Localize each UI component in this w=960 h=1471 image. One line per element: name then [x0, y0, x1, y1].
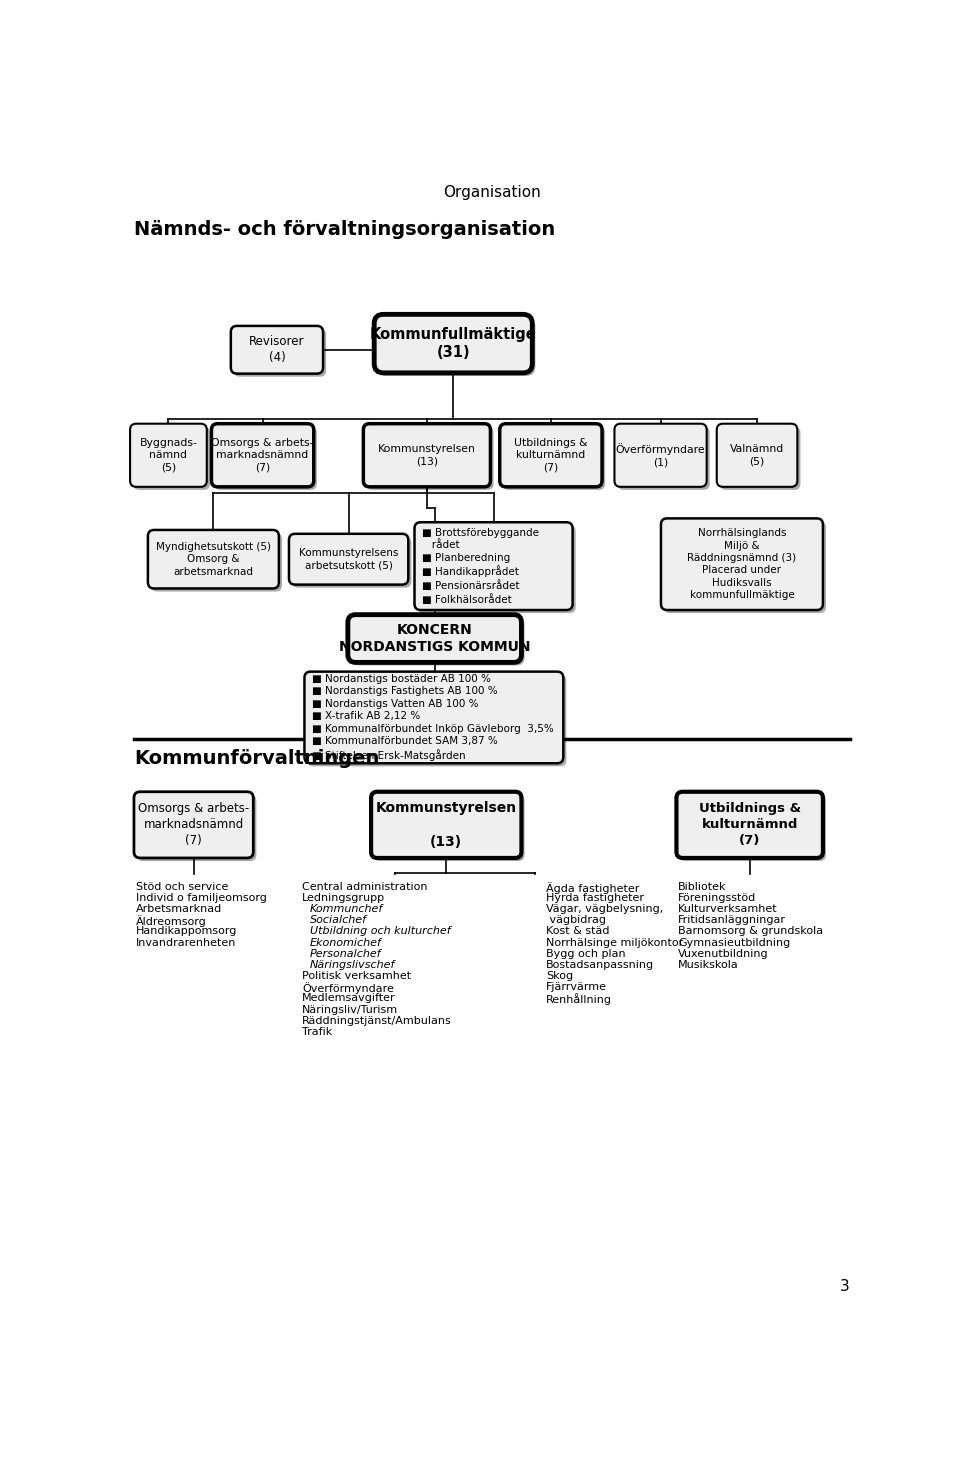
Text: Omsorgs & arbets-
marknadsnämnd
(7): Omsorgs & arbets- marknadsnämnd (7) — [211, 438, 314, 472]
FancyBboxPatch shape — [151, 533, 282, 591]
Text: Byggnads-
nämnd
(5): Byggnads- nämnd (5) — [139, 438, 198, 472]
Text: Personalchef: Personalchef — [310, 949, 381, 959]
Text: Utbildnings &
kulturnämnd
(7): Utbildnings & kulturnämnd (7) — [515, 438, 588, 472]
FancyBboxPatch shape — [307, 675, 566, 766]
FancyBboxPatch shape — [418, 525, 576, 613]
Text: Valnämnd
(5): Valnämnd (5) — [730, 444, 784, 466]
Text: Myndighetsutskott (5)
Omsorg &
arbetsmarknad: Myndighetsutskott (5) Omsorg & arbetsmar… — [156, 541, 271, 577]
Text: Politisk verksamhet: Politisk verksamhet — [302, 971, 411, 981]
FancyBboxPatch shape — [664, 522, 826, 613]
FancyBboxPatch shape — [720, 427, 801, 490]
Text: Utbildnings &
kulturnämnd
(7): Utbildnings & kulturnämnd (7) — [699, 802, 801, 847]
FancyBboxPatch shape — [500, 424, 602, 487]
Text: Fritidsanläggningar: Fritidsanläggningar — [678, 915, 786, 925]
Text: Ledningsgrupp: Ledningsgrupp — [302, 893, 385, 903]
FancyBboxPatch shape — [211, 424, 314, 487]
Text: Räddningstjänst/Ambulans: Räddningstjänst/Ambulans — [302, 1016, 452, 1025]
Text: Hyrda fastigheter: Hyrda fastigheter — [546, 893, 644, 903]
Text: Vägar, vägbelysning,: Vägar, vägbelysning, — [546, 905, 663, 913]
FancyBboxPatch shape — [292, 537, 412, 588]
FancyBboxPatch shape — [234, 330, 326, 377]
Text: Överförmyndare: Överförmyndare — [302, 983, 394, 994]
Text: Kommunchef: Kommunchef — [310, 905, 383, 913]
Text: Kommunstyrelsen

(13): Kommunstyrelsen (13) — [375, 800, 516, 849]
Text: Stöd och service: Stöd och service — [135, 881, 228, 891]
Text: ■ Brottsförebyggande
   rådet
■ Planberedning
■ Handikapprådet
■ Pensionärsrådet: ■ Brottsförebyggande rådet ■ Planberedni… — [422, 528, 540, 605]
FancyBboxPatch shape — [377, 318, 536, 377]
Text: 3: 3 — [840, 1278, 850, 1294]
FancyBboxPatch shape — [214, 427, 317, 490]
Text: ■ Nordanstigs bostäder AB 100 %
■ Nordanstigs Fastighets AB 100 %
■ Nordanstigs : ■ Nordanstigs bostäder AB 100 % ■ Nordan… — [312, 674, 554, 761]
Text: Äldreomsorg: Äldreomsorg — [135, 915, 206, 927]
FancyBboxPatch shape — [374, 315, 532, 372]
FancyBboxPatch shape — [415, 522, 572, 610]
Text: Utbildning och kulturchef: Utbildning och kulturchef — [310, 927, 450, 937]
Text: Revisorer
(4): Revisorer (4) — [250, 335, 304, 365]
Text: Arbetsmarknad: Arbetsmarknad — [135, 905, 222, 913]
FancyBboxPatch shape — [130, 424, 206, 487]
FancyBboxPatch shape — [717, 424, 798, 487]
FancyBboxPatch shape — [503, 427, 605, 490]
FancyBboxPatch shape — [304, 672, 564, 763]
Text: Trafik: Trafik — [302, 1027, 332, 1037]
FancyBboxPatch shape — [348, 615, 521, 662]
Text: KONCERN
NORDANSTIGS KOMMUN: KONCERN NORDANSTIGS KOMMUN — [339, 622, 531, 655]
Text: Invandrarenheten: Invandrarenheten — [135, 937, 236, 947]
Text: Individ o familjeomsorg: Individ o familjeomsorg — [135, 893, 266, 903]
Text: Kost & städ: Kost & städ — [546, 927, 610, 937]
FancyBboxPatch shape — [133, 427, 210, 490]
Text: Bostadsanpassning: Bostadsanpassning — [546, 961, 655, 969]
Text: Fjärrvärme: Fjärrvärme — [546, 983, 608, 993]
Text: Bygg och plan: Bygg och plan — [546, 949, 626, 959]
Text: Central administration: Central administration — [302, 881, 427, 891]
FancyBboxPatch shape — [351, 618, 524, 665]
FancyBboxPatch shape — [367, 427, 493, 490]
Text: Omsorgs & arbets-
marknadsnämnd
(7): Omsorgs & arbets- marknadsnämnd (7) — [138, 802, 250, 847]
Text: Musikskola: Musikskola — [678, 961, 739, 969]
FancyBboxPatch shape — [677, 791, 823, 858]
FancyBboxPatch shape — [134, 791, 253, 858]
FancyBboxPatch shape — [374, 794, 524, 861]
FancyBboxPatch shape — [614, 424, 707, 487]
Text: Ekonomichef: Ekonomichef — [310, 937, 382, 947]
Text: Skog: Skog — [546, 971, 573, 981]
FancyBboxPatch shape — [230, 327, 324, 374]
Text: Bibliotek: Bibliotek — [678, 881, 727, 891]
Text: Renhållning: Renhållning — [546, 993, 612, 1005]
Text: Kommunstyrelsen
(13): Kommunstyrelsen (13) — [378, 444, 476, 466]
Text: Vuxenutbildning: Vuxenutbildning — [678, 949, 769, 959]
Text: Gymnasieutbildning: Gymnasieutbildning — [678, 937, 790, 947]
Text: Näringsliv/Turism: Näringsliv/Turism — [302, 1005, 398, 1015]
Text: Kulturverksamhet: Kulturverksamhet — [678, 905, 778, 913]
Text: Näringslivschef: Näringslivschef — [310, 961, 396, 969]
Text: vägbidrag: vägbidrag — [546, 915, 607, 925]
Text: Barnomsorg & grundskola: Barnomsorg & grundskola — [678, 927, 823, 937]
Text: Organisation: Organisation — [444, 185, 540, 200]
FancyBboxPatch shape — [617, 427, 709, 490]
FancyBboxPatch shape — [660, 518, 823, 610]
Text: Kommunstyrelsens
arbetsutskott (5): Kommunstyrelsens arbetsutskott (5) — [299, 549, 398, 571]
Text: Nämnds- och förvaltningsorganisation: Nämnds- och förvaltningsorganisation — [134, 219, 555, 238]
Text: Norrhälsinge miljökontor: Norrhälsinge miljökontor — [546, 937, 684, 947]
Text: Medlemsavgifter: Medlemsavgifter — [302, 993, 396, 1003]
Text: Föreningsstöd: Föreningsstöd — [678, 893, 756, 903]
Text: Kommunfullmäktige
(31): Kommunfullmäktige (31) — [370, 327, 537, 360]
FancyBboxPatch shape — [148, 530, 278, 588]
Text: Ägda fastigheter: Ägda fastigheter — [546, 881, 639, 894]
Text: Socialchef: Socialchef — [310, 915, 367, 925]
Text: Handikappomsorg: Handikappomsorg — [135, 927, 237, 937]
FancyBboxPatch shape — [680, 794, 826, 861]
FancyBboxPatch shape — [289, 534, 408, 584]
FancyBboxPatch shape — [363, 424, 491, 487]
Text: Kommunförvaltningen: Kommunförvaltningen — [134, 749, 379, 768]
FancyBboxPatch shape — [372, 791, 521, 858]
Text: Norrhälsinglands
Miljö &
Räddningsnämnd (3)
Placerad under
Hudiksvalls
kommunful: Norrhälsinglands Miljö & Räddningsnämnd … — [687, 528, 797, 600]
Text: Överförmyndare
(1): Överförmyndare (1) — [615, 443, 706, 468]
FancyBboxPatch shape — [137, 794, 256, 861]
